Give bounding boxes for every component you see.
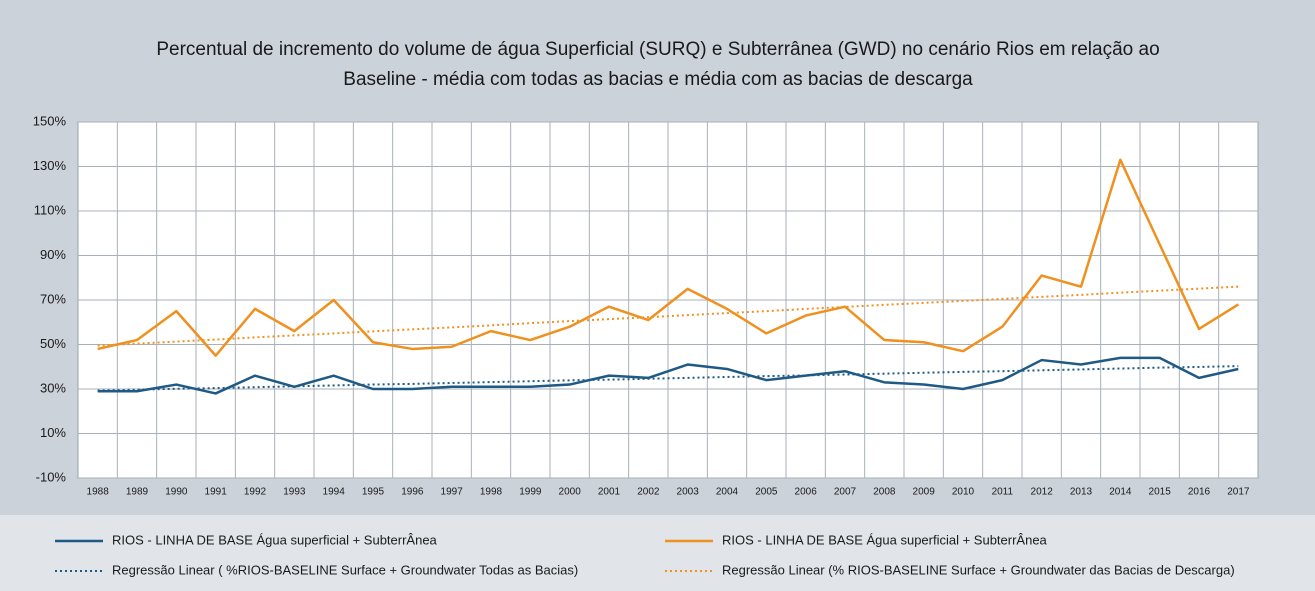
x-tick-label: 1993 xyxy=(283,487,306,498)
x-tick-label: 1998 xyxy=(480,487,503,498)
x-tick-label: 1996 xyxy=(401,487,424,498)
x-tick-label: 2000 xyxy=(559,487,582,498)
y-tick-label: 110% xyxy=(34,202,67,217)
data-line xyxy=(97,356,1239,395)
x-tick-label: 1991 xyxy=(205,487,228,498)
x-tick-label: 2008 xyxy=(873,487,896,498)
x-tick-label: 2006 xyxy=(795,487,818,498)
x-tick-label: 2007 xyxy=(834,487,857,498)
x-tick-label: 2009 xyxy=(913,487,936,498)
y-tick-label: 70% xyxy=(40,291,66,306)
trend-line xyxy=(97,365,1239,392)
x-tick-label: 2011 xyxy=(992,487,1014,498)
x-tick-label: 2013 xyxy=(1070,487,1093,498)
legend-label: RIOS - LINHA DE BASE Água superficial + … xyxy=(722,532,1048,547)
x-tick-label: 1992 xyxy=(244,487,267,498)
y-tick-label: 90% xyxy=(40,247,66,262)
legend-label: RIOS - LINHA DE BASE Água superficial + … xyxy=(112,532,438,547)
x-tick-label: 1997 xyxy=(441,487,464,498)
x-tick-label: 2014 xyxy=(1109,487,1132,498)
x-tick-label: 1988 xyxy=(87,487,110,498)
x-tick-label: 2016 xyxy=(1188,487,1211,498)
y-tick-label: 10% xyxy=(40,425,66,440)
x-tick-label: 2015 xyxy=(1149,487,1172,498)
x-tick-label: 1989 xyxy=(126,487,149,498)
x-tick-label: 2002 xyxy=(637,487,660,498)
y-tick-label: 30% xyxy=(40,380,66,395)
y-tick-label: 130% xyxy=(33,158,67,173)
x-tick-label: 1990 xyxy=(165,487,188,498)
legend-background xyxy=(0,515,1315,591)
x-tick-label: 1995 xyxy=(362,487,385,498)
chart-title: Baseline - média com todas as bacias e m… xyxy=(343,69,973,90)
chart-title: Percentual de incremento do volume de ág… xyxy=(156,39,1159,60)
x-tick-label: 2001 xyxy=(598,487,621,498)
x-tick-label: 1999 xyxy=(519,487,542,498)
x-tick-label: 2003 xyxy=(677,487,700,498)
x-tick-label: 1994 xyxy=(323,487,346,498)
trend-line xyxy=(97,285,1239,347)
legend-label: Regressão Linear (% RIOS-BASELINE Surfac… xyxy=(722,562,1235,577)
x-tick-label: 2017 xyxy=(1227,487,1250,498)
y-tick-label: -10% xyxy=(36,469,67,484)
y-tick-label: 50% xyxy=(40,336,66,351)
x-tick-label: 2010 xyxy=(952,487,975,498)
x-tick-label: 2005 xyxy=(755,487,778,498)
legend-label: Regressão Linear ( %RIOS-BASELINE Surfac… xyxy=(112,562,578,577)
x-tick-label: 2004 xyxy=(716,487,739,498)
y-tick-label: 150% xyxy=(33,113,67,128)
data-line xyxy=(97,158,1239,357)
x-tick-label: 2012 xyxy=(1031,487,1054,498)
